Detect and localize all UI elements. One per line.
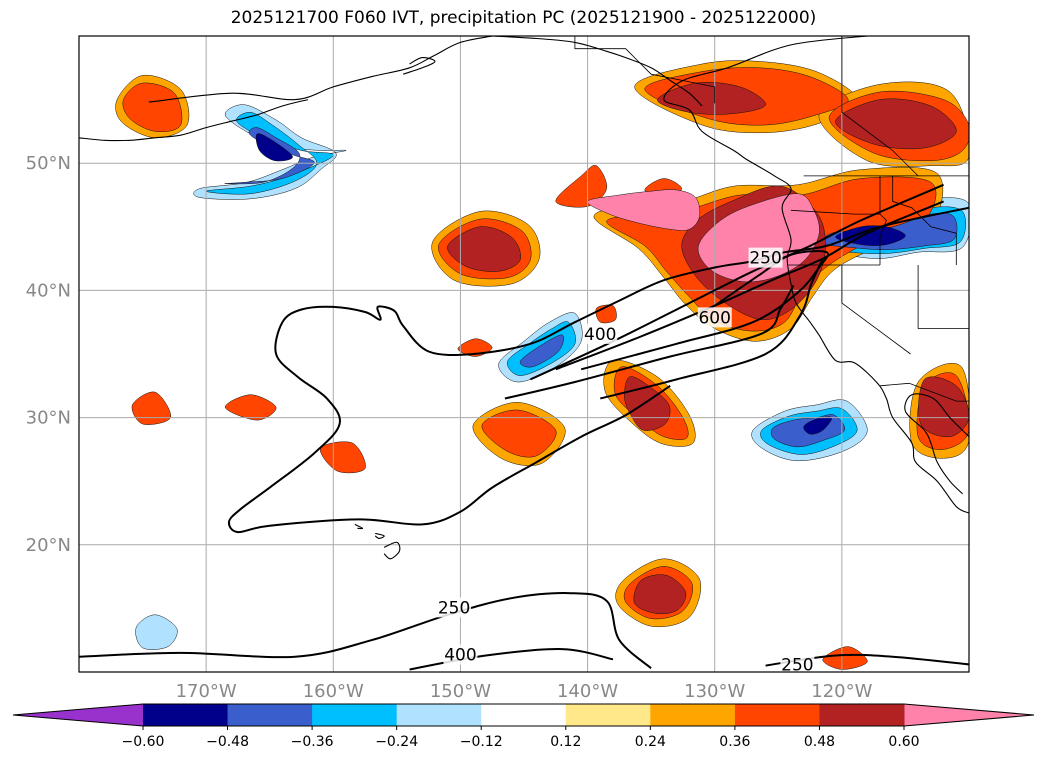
anomaly-region	[447, 226, 521, 272]
coastlines-layer	[79, 36, 969, 560]
lon-tick-label: 120°W	[811, 681, 872, 702]
ivt-contour-line	[555, 200, 944, 371]
anomaly-region	[320, 441, 366, 474]
lat-tick-label: 40°N	[26, 280, 71, 301]
lon-tick-label: 130°W	[684, 681, 745, 702]
political-border	[790, 209, 880, 215]
anomaly-region	[835, 98, 957, 150]
coastline	[492, 36, 703, 107]
ivt-contour-labels: 250 400 600 250 400 250	[437, 247, 815, 676]
lat-tick-label: 20°N	[26, 535, 71, 556]
contour-label-bg	[437, 597, 472, 618]
anomaly-region	[697, 193, 820, 283]
contour-label: 400	[584, 325, 616, 345]
anomaly-region	[135, 614, 178, 650]
ivt-contour-line	[227, 206, 969, 534]
lon-tick-label: 150°W	[430, 681, 491, 702]
lat-tick-label: 50°N	[26, 153, 71, 174]
contour-label-bg	[583, 323, 618, 344]
contour-label-bg	[780, 654, 815, 672]
political-border	[879, 382, 969, 402]
map-frame	[78, 35, 970, 673]
anomaly-region	[255, 133, 293, 162]
anomaly-region	[803, 416, 833, 435]
contour-label: 250	[781, 656, 813, 676]
contour-label-bg	[748, 247, 783, 268]
coastline	[354, 523, 364, 530]
political-border	[574, 36, 716, 104]
chart-title: 2025121700 F060 IVT, precipitation PC (2…	[230, 8, 817, 28]
coastline	[663, 36, 969, 514]
latitude-tick-labels: 20°N 30°N 40°N 50°N	[26, 153, 71, 556]
coastline	[904, 393, 969, 495]
political-border	[841, 265, 911, 355]
anomaly-region	[224, 394, 277, 421]
lon-tick-label: 160°W	[303, 681, 364, 702]
political-border	[841, 36, 919, 177]
ivt-contour-line	[504, 284, 795, 400]
anomaly-region	[587, 189, 701, 231]
longitude-tick-labels: 170°W 160°W 150°W 140°W 130°W 120°W	[176, 681, 873, 702]
coastline	[79, 99, 309, 142]
lon-tick-label: 170°W	[176, 681, 237, 702]
contour-label: 250	[438, 598, 470, 618]
political-border	[879, 175, 887, 265]
coastline	[383, 541, 401, 560]
contour-label: 400	[444, 645, 476, 665]
contour-label-bg	[697, 307, 732, 328]
ivt-contour-line	[600, 258, 824, 400]
anomaly-region	[481, 409, 557, 458]
gridlines	[79, 36, 969, 672]
coastline	[403, 57, 436, 75]
anomaly-region	[822, 646, 868, 670]
contour-label-bg	[443, 644, 478, 665]
anomaly-region	[633, 574, 687, 615]
lon-tick-label: 140°W	[557, 681, 618, 702]
anomaly-region	[122, 82, 183, 133]
contour-label: 250	[749, 249, 781, 269]
precipitation-anomaly-layer	[115, 60, 969, 670]
coastline	[148, 36, 493, 103]
ivt-contour-line	[409, 648, 614, 671]
anomaly-region	[519, 334, 564, 368]
contour-label: 600	[698, 308, 730, 328]
anomaly-region	[555, 165, 608, 208]
coastline	[374, 532, 385, 539]
lat-tick-label: 30°N	[26, 408, 71, 429]
